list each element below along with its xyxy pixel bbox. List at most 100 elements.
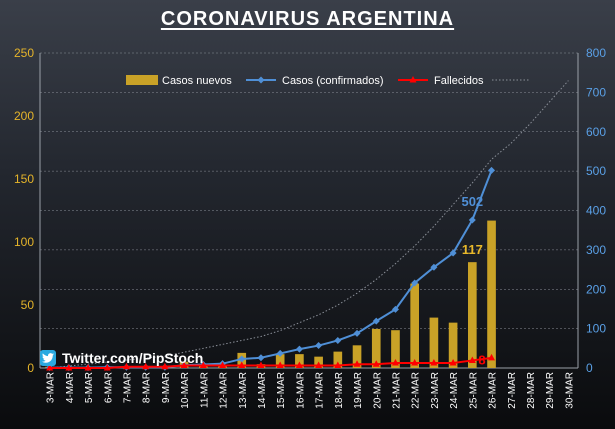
- y-right-tick-label: 200: [586, 282, 606, 296]
- x-tick-label: 23-MAR: [430, 372, 441, 409]
- data-label: 502: [461, 194, 483, 209]
- point-casos-confirmados: [238, 355, 246, 363]
- legend-marker-diamond: [257, 76, 265, 84]
- bar-casos-nuevos: [371, 328, 381, 368]
- x-tick-label: 24-MAR: [449, 372, 460, 409]
- point-fallecidos: [238, 361, 246, 368]
- point-casos-confirmados: [353, 329, 361, 337]
- point-fallecidos: [449, 358, 457, 366]
- y-left-tick-label: 200: [14, 109, 34, 123]
- point-casos-confirmados: [449, 249, 457, 257]
- data-label: 117: [462, 242, 483, 257]
- legend-swatch-casos-nuevos: [126, 75, 158, 85]
- point-fallecidos: [46, 364, 54, 371]
- y-left-tick-label: 0: [27, 361, 34, 375]
- y-right-tick-label: 500: [586, 164, 606, 178]
- point-fallecidos: [353, 360, 361, 367]
- y-right-tick-label: 0: [586, 361, 593, 375]
- x-tick-label: 8-MAR: [142, 372, 153, 403]
- twitter-handle: Twitter.com/PipStoch: [62, 350, 204, 366]
- bar-casos-nuevos: [295, 354, 304, 368]
- bar-casos-nuevos: [352, 345, 362, 368]
- point-casos-confirmados: [257, 354, 265, 362]
- x-tick-label: 10-MAR: [180, 372, 191, 409]
- twitter-bird-icon: [40, 350, 56, 366]
- point-fallecidos: [334, 361, 342, 368]
- x-tick-label: 18-MAR: [334, 372, 345, 409]
- x-tick-label: 7-MAR: [122, 372, 133, 403]
- point-fallecidos: [122, 362, 130, 370]
- y-right-tick-label: 300: [586, 243, 606, 257]
- point-fallecidos: [430, 358, 438, 366]
- point-casos-confirmados: [391, 305, 399, 313]
- point-fallecidos: [142, 362, 150, 370]
- point-fallecidos: [315, 361, 323, 368]
- y-right-tick-label: 700: [586, 85, 606, 99]
- legend-label: Casos (confirmados): [282, 75, 383, 87]
- x-tick-label: 12-MAR: [219, 372, 230, 409]
- point-fallecidos: [411, 358, 419, 366]
- point-fallecidos: [257, 361, 265, 368]
- point-casos-confirmados: [430, 263, 438, 271]
- legend-label: Fallecidos: [434, 75, 484, 87]
- point-fallecidos: [180, 361, 188, 368]
- bar-casos-nuevos: [275, 354, 285, 368]
- point-casos-confirmados: [488, 166, 496, 174]
- point-casos-confirmados: [276, 349, 284, 357]
- x-tick-label: 17-MAR: [315, 372, 326, 409]
- point-fallecidos: [219, 361, 227, 368]
- x-tick-label: 29-MAR: [545, 372, 556, 409]
- x-tick-label: 14-MAR: [257, 372, 268, 409]
- x-tick-label: 5-MAR: [84, 372, 95, 403]
- point-casos-confirmados: [411, 279, 419, 287]
- x-tick-label: 6-MAR: [103, 372, 114, 403]
- x-tick-label: 19-MAR: [353, 372, 364, 409]
- y-left-tick-label: 100: [14, 235, 34, 249]
- point-fallecidos: [295, 361, 303, 368]
- y-right-tick-label: 400: [586, 204, 606, 218]
- legend-label: Casos nuevos: [162, 75, 232, 87]
- point-casos-confirmados: [468, 216, 476, 224]
- x-tick-label: 25-MAR: [468, 372, 479, 409]
- point-fallecidos: [199, 361, 207, 368]
- point-casos-confirmados: [372, 317, 380, 325]
- line-casos-confirmados: [49, 169, 493, 369]
- y-right-tick-label: 800: [586, 46, 606, 60]
- point-fallecidos: [161, 362, 169, 370]
- x-tick-label: 9-MAR: [161, 372, 172, 403]
- legend-marker-triangle: [409, 76, 417, 83]
- point-casos-confirmados: [334, 336, 342, 344]
- x-tick-label: 26-MAR: [488, 372, 499, 409]
- point-fallecidos: [103, 364, 111, 371]
- bar-casos-nuevos: [467, 262, 477, 368]
- point-fallecidos: [468, 356, 476, 363]
- chart-title: CORONAVIRUS ARGENTINA: [160, 8, 455, 30]
- point-fallecidos: [372, 360, 380, 367]
- bar-casos-nuevos: [448, 322, 458, 368]
- point-fallecidos: [488, 353, 496, 361]
- x-tick-label: 4-MAR: [65, 372, 76, 403]
- x-tick-label: 21-MAR: [391, 372, 402, 409]
- x-tick-label: 30-MAR: [564, 372, 575, 409]
- bar-casos-nuevos: [487, 220, 496, 368]
- y-left-tick-label: 50: [21, 298, 35, 312]
- bar-casos-nuevos: [429, 317, 439, 368]
- x-tick-label: 20-MAR: [372, 372, 383, 409]
- point-fallecidos: [65, 364, 73, 371]
- x-tick-label: 16-MAR: [295, 372, 306, 409]
- x-tick-label: 3-MAR: [46, 372, 57, 403]
- y-left-tick-label: 250: [14, 46, 34, 60]
- point-casos-confirmados: [295, 345, 303, 353]
- bar-casos-nuevos: [410, 283, 420, 368]
- point-fallecidos: [391, 358, 399, 366]
- x-tick-label: 13-MAR: [238, 372, 249, 409]
- x-tick-label: 11-MAR: [199, 372, 210, 408]
- x-tick-label: 27-MAR: [507, 372, 518, 409]
- point-casos-confirmados: [315, 342, 323, 350]
- y-left-tick-label: 150: [14, 172, 34, 186]
- twitter-watermark: Twitter.com/PipStoch: [40, 348, 203, 368]
- data-label: 8: [478, 352, 485, 367]
- y-right-tick-label: 600: [586, 125, 606, 139]
